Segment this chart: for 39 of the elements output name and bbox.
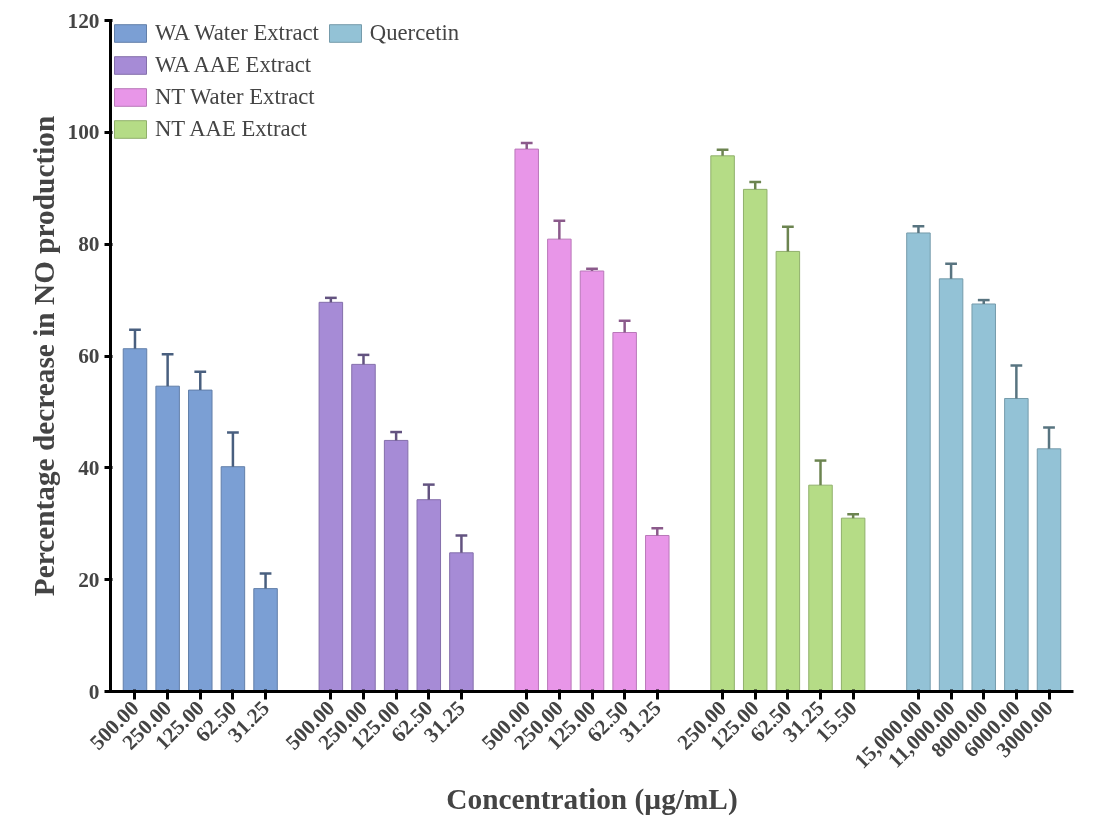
bar: [220, 466, 246, 692]
bar: [840, 517, 866, 692]
bar: [416, 499, 442, 692]
bar: [318, 301, 344, 692]
bar: [971, 303, 996, 692]
bar: [188, 389, 213, 692]
bar: [122, 348, 148, 692]
bar: [710, 155, 735, 692]
bar: [612, 332, 637, 692]
bar: [645, 534, 670, 692]
y-tick-label: 40: [78, 455, 100, 480]
bar: [449, 552, 474, 692]
legend-label: Quercetin: [369, 20, 460, 46]
bar: [579, 270, 605, 692]
bar: [514, 148, 539, 692]
bar: [351, 363, 376, 692]
bar: [808, 484, 833, 692]
legend-label: WA AAE Extract: [155, 52, 312, 78]
legend-label: WA Water Extract: [155, 20, 319, 46]
bar: [1004, 398, 1029, 692]
bar: [938, 278, 964, 692]
bar: [1036, 448, 1062, 692]
y-tick-label: 0: [88, 679, 100, 704]
bar: [906, 232, 931, 692]
bar: [547, 238, 572, 692]
y-tick-label: 60: [78, 344, 100, 368]
bar: [742, 188, 768, 692]
legend-label: NT Water Extract: [155, 84, 315, 110]
y-tick-label: 20: [78, 567, 100, 592]
legend-label: NT AAE Extract: [155, 116, 307, 142]
y-axis-title: Percentage decrease in NO production: [27, 115, 60, 597]
bar: [775, 250, 801, 692]
x-axis-title: Concentration (µg/mL): [446, 782, 738, 816]
bar: [253, 588, 278, 692]
bar: [155, 385, 180, 692]
y-tick-label: 80: [78, 232, 100, 257]
y-tick-label: 120: [67, 8, 100, 33]
bar: [383, 439, 409, 692]
y-tick-label: 100: [67, 120, 100, 145]
